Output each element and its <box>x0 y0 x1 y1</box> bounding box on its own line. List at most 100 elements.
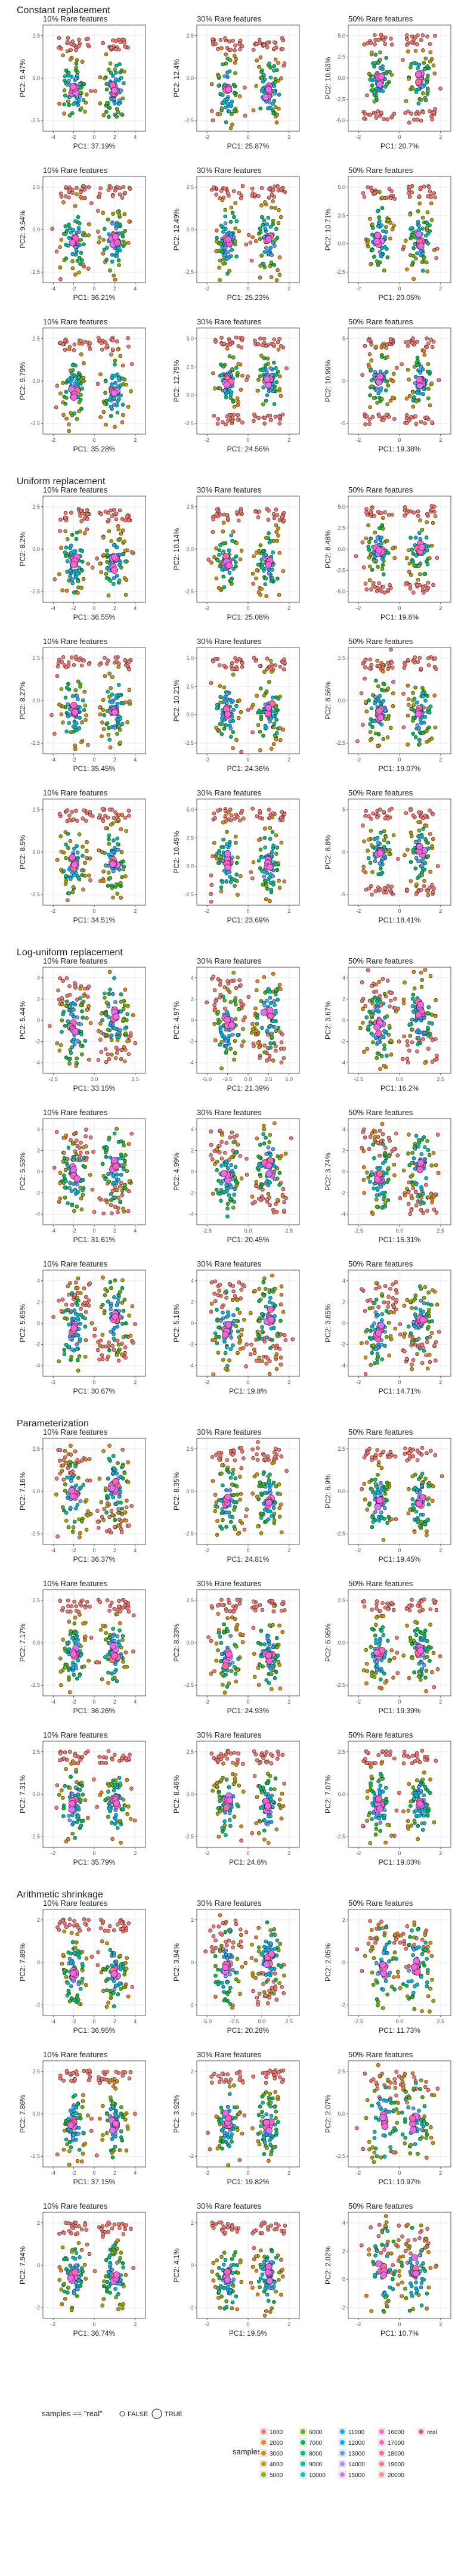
x-axis-label: PC1: 21.39% <box>227 1084 270 1092</box>
data-point <box>432 110 436 115</box>
data-point <box>433 725 438 730</box>
data-point <box>379 688 384 692</box>
data-point <box>261 385 266 390</box>
data-point <box>218 91 223 96</box>
data-point <box>222 101 226 105</box>
data-point <box>109 508 113 513</box>
data-point <box>391 379 395 383</box>
data-point <box>231 82 236 87</box>
y-tick-label: 0.0 <box>186 712 194 718</box>
data-point <box>282 879 287 884</box>
data-point <box>122 41 126 45</box>
data-point <box>364 809 368 813</box>
data-point <box>276 696 280 701</box>
data-point <box>411 552 416 556</box>
data-point <box>66 664 71 668</box>
data-point <box>267 680 271 684</box>
data-point <box>79 519 83 524</box>
data-point <box>281 667 286 671</box>
data-point <box>368 113 373 117</box>
y-tick-label: -2.5 <box>336 568 345 574</box>
data-point <box>406 49 410 54</box>
data-point <box>380 856 385 861</box>
data-point <box>126 809 131 813</box>
data-point <box>384 55 389 60</box>
data-point <box>112 507 116 512</box>
data-point <box>221 257 225 262</box>
data-point <box>121 413 125 417</box>
data-point <box>238 47 242 51</box>
data-point <box>124 578 129 583</box>
data-point <box>129 389 133 394</box>
data-point <box>359 691 364 695</box>
data-point <box>264 594 269 598</box>
data-point <box>423 57 428 61</box>
panel: 30% Rare features-5.0 -2.5 0.0 2.5 5.0420-2-… <box>172 956 300 1092</box>
data-point <box>421 827 425 831</box>
data-point <box>209 883 214 887</box>
data-point <box>369 358 374 363</box>
data-point <box>430 117 435 122</box>
data-point <box>110 382 114 386</box>
data-point <box>414 112 418 116</box>
data-point <box>251 702 255 707</box>
data-point <box>92 1210 97 1214</box>
x-tick-label: 2 <box>439 757 442 763</box>
data-point <box>385 538 389 543</box>
y-tick-label: 5.0 <box>338 33 345 39</box>
data-point <box>271 742 276 747</box>
data-point <box>229 813 234 818</box>
x-tick-label: 0.0 <box>245 1228 252 1234</box>
data-point <box>392 223 396 228</box>
data-point <box>251 108 256 113</box>
data-point <box>69 1051 73 1055</box>
y-tick-label: -4 <box>189 1211 194 1217</box>
data-point <box>86 995 90 999</box>
data-point <box>102 713 107 717</box>
data-point <box>64 589 69 593</box>
data-point <box>411 277 416 281</box>
data-point <box>428 189 432 194</box>
data-point <box>400 362 404 367</box>
data-point <box>234 812 239 817</box>
data-point <box>206 558 211 562</box>
data-point <box>76 679 81 684</box>
x-tick-label: 4 <box>134 286 137 292</box>
data-point <box>255 1013 259 1017</box>
data-point <box>258 374 262 379</box>
data-point <box>66 832 70 836</box>
data-point <box>64 554 68 558</box>
data-point <box>403 662 407 667</box>
y-tick-label: 2.5 <box>338 212 345 218</box>
data-point <box>419 249 423 253</box>
data-point <box>68 569 72 574</box>
data-point <box>117 192 122 197</box>
data-point <box>252 338 257 343</box>
data-point <box>214 576 219 581</box>
data-point <box>236 413 240 417</box>
data-point <box>55 664 60 668</box>
data-point <box>386 717 391 721</box>
x-tick-label: 4 <box>134 1228 137 1234</box>
data-point <box>233 61 237 65</box>
data-point-real <box>70 561 78 569</box>
data-point <box>125 1169 129 1174</box>
data-point <box>426 656 431 661</box>
data-point <box>101 727 106 731</box>
data-point <box>274 227 278 231</box>
data-point <box>67 422 71 427</box>
data-point <box>112 396 116 401</box>
data-point <box>376 510 380 514</box>
data-point <box>366 244 370 249</box>
data-point <box>113 358 117 363</box>
data-point <box>382 1063 386 1068</box>
data-point <box>105 709 110 713</box>
data-point <box>72 1014 76 1019</box>
data-point <box>425 1026 430 1030</box>
data-point <box>84 1128 88 1132</box>
panel: 50% Rare features-2 0 25.02.50.0-2.5-5.0PC… <box>324 485 451 621</box>
data-point <box>64 1055 69 1060</box>
data-point <box>377 664 382 668</box>
data-point <box>365 93 369 98</box>
data-point <box>246 233 251 237</box>
